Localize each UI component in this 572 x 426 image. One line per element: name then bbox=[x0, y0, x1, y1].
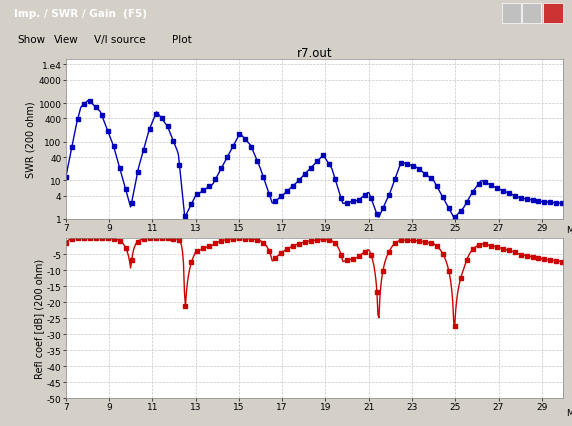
Text: Show: Show bbox=[17, 35, 45, 45]
Text: MHz: MHz bbox=[566, 226, 572, 235]
Y-axis label: Refl coef [dB] (200 ohm): Refl coef [dB] (200 ohm) bbox=[34, 259, 44, 378]
FancyBboxPatch shape bbox=[543, 4, 563, 23]
Text: Imp. / SWR / Gain  (F5): Imp. / SWR / Gain (F5) bbox=[14, 9, 148, 20]
Text: View: View bbox=[54, 35, 79, 45]
FancyBboxPatch shape bbox=[522, 4, 541, 23]
Text: V/I source: V/I source bbox=[94, 35, 146, 45]
Text: Plot: Plot bbox=[172, 35, 192, 45]
Text: MHz: MHz bbox=[566, 408, 572, 417]
Title: r7.out: r7.out bbox=[297, 47, 332, 60]
FancyBboxPatch shape bbox=[502, 4, 521, 23]
Y-axis label: SWR (200 ohm): SWR (200 ohm) bbox=[26, 101, 36, 178]
